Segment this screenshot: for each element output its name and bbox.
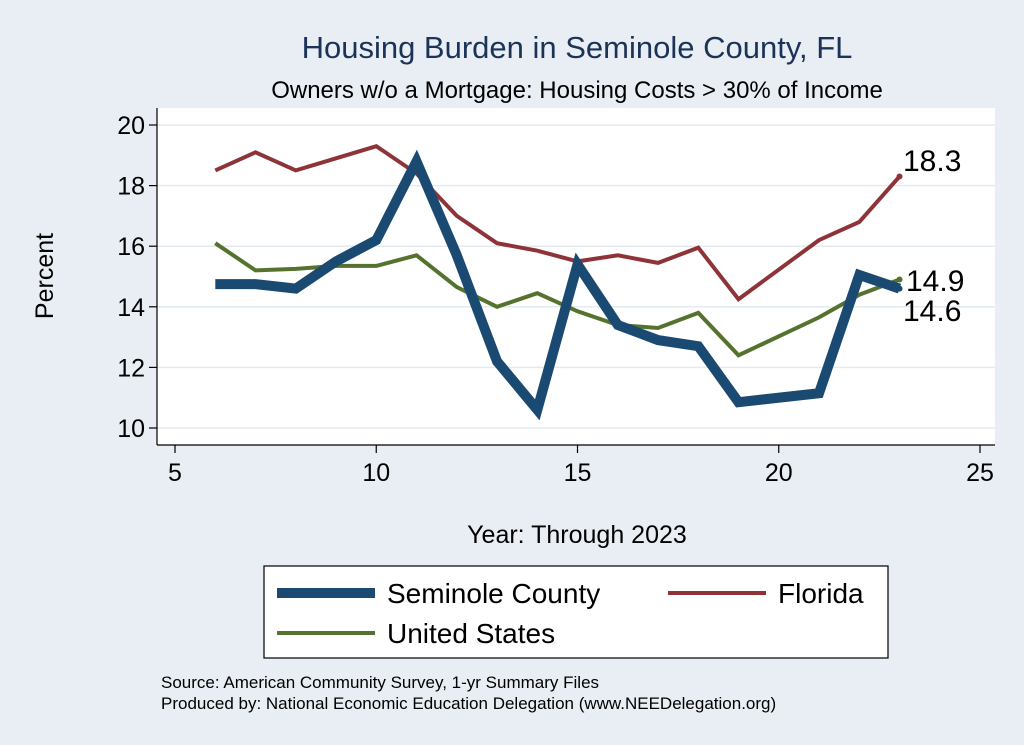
chart-title: Housing Burden in Seminole County, FL (302, 30, 853, 65)
chart-subtitle: Owners w/o a Mortgage: Housing Costs > 3… (271, 77, 883, 104)
series-end-point-seminole-county (896, 285, 903, 292)
source-note: Source: American Community Survey, 1-yr … (161, 673, 599, 692)
y-axis-title: Percent (31, 233, 59, 319)
y-tick-label: 12 (117, 354, 145, 382)
legend-label-united-states: United States (387, 618, 555, 649)
end-label-united-states: 14.9 (906, 265, 964, 298)
x-tick-label: 20 (765, 459, 793, 487)
series-line-seminole-county (215, 149, 902, 421)
x-tick-label: 25 (966, 459, 994, 487)
legend-label-florida: Florida (778, 578, 864, 609)
legend-label-seminole-county: Seminole County (387, 578, 600, 609)
end-label-florida: 18.3 (903, 145, 961, 178)
grid (157, 124, 995, 429)
end-label-seminole-county: 14.6 (903, 295, 961, 328)
y-tick-label: 14 (117, 294, 145, 322)
end-labels: 14.6 18.3 14.9 (903, 145, 964, 328)
series-line-florida (214, 144, 901, 302)
y-tick-label: 18 (117, 173, 145, 201)
series-end-point-united-states (896, 276, 903, 283)
series-lines (214, 144, 903, 421)
produced-by-note: Produced by: National Economic Education… (161, 694, 776, 713)
x-tick-label: 10 (362, 459, 390, 487)
y-tick-label: 10 (117, 415, 145, 443)
axis-ticks: 10 12 14 16 18 20 5 10 15 20 25 (117, 112, 994, 487)
x-axis-title: Year: Through 2023 (467, 521, 687, 549)
y-tick-label: 16 (117, 233, 145, 261)
x-tick-label: 15 (564, 459, 592, 487)
legend: Seminole County Florida United States (263, 565, 889, 659)
x-tick-label: 5 (168, 459, 182, 487)
legend-box (263, 565, 889, 659)
y-tick-label: 20 (117, 112, 145, 140)
series-end-point-florida (896, 173, 903, 180)
